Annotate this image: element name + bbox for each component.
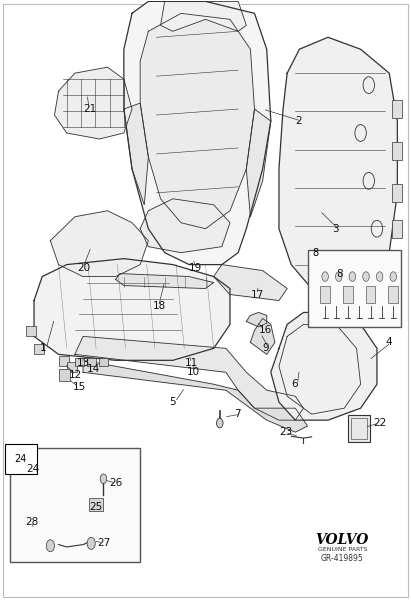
Polygon shape	[83, 361, 307, 432]
Text: 19: 19	[189, 263, 203, 273]
Polygon shape	[140, 199, 230, 252]
Polygon shape	[250, 319, 275, 355]
Text: 8: 8	[336, 269, 343, 279]
Bar	[67, 362, 77, 372]
Bar	[58, 369, 70, 381]
Circle shape	[376, 272, 383, 281]
Text: 8: 8	[312, 248, 319, 258]
Bar	[366, 285, 376, 304]
Text: 23: 23	[279, 427, 292, 437]
Polygon shape	[140, 13, 254, 229]
Polygon shape	[246, 109, 271, 217]
Circle shape	[390, 272, 397, 281]
Text: GR-419895: GR-419895	[321, 554, 364, 563]
Text: GENUINE PARTS: GENUINE PARTS	[318, 548, 367, 552]
Bar	[392, 142, 402, 160]
Text: 17: 17	[250, 290, 263, 299]
Bar	[26, 326, 36, 337]
Bar	[392, 100, 402, 118]
Bar	[99, 358, 109, 366]
Text: 28: 28	[25, 517, 38, 527]
FancyBboxPatch shape	[307, 249, 402, 328]
Polygon shape	[75, 337, 303, 420]
Polygon shape	[161, 1, 246, 31]
Polygon shape	[18, 517, 108, 535]
Text: 20: 20	[77, 263, 90, 273]
Bar	[34, 344, 44, 355]
Circle shape	[363, 272, 369, 281]
Text: 1: 1	[40, 343, 47, 353]
Bar	[343, 285, 353, 304]
FancyBboxPatch shape	[9, 448, 140, 562]
Polygon shape	[124, 1, 271, 264]
Bar	[89, 498, 104, 511]
Text: 2: 2	[296, 116, 302, 126]
Bar	[58, 356, 69, 366]
Circle shape	[322, 272, 328, 281]
Bar	[392, 184, 402, 202]
Polygon shape	[124, 103, 148, 205]
Text: 14: 14	[87, 364, 100, 374]
Circle shape	[335, 272, 342, 281]
Text: 25: 25	[89, 502, 102, 512]
Polygon shape	[271, 313, 377, 420]
Text: 15: 15	[73, 382, 86, 392]
Text: 27: 27	[97, 538, 111, 548]
Circle shape	[46, 540, 55, 552]
Text: 11: 11	[185, 358, 199, 368]
Text: 24: 24	[27, 464, 40, 474]
Text: 18: 18	[152, 302, 166, 311]
Polygon shape	[51, 211, 148, 276]
Text: 10: 10	[187, 367, 200, 377]
Circle shape	[100, 474, 107, 484]
Text: 4: 4	[385, 337, 392, 347]
Polygon shape	[34, 258, 230, 361]
Text: 3: 3	[332, 224, 339, 234]
Polygon shape	[55, 67, 132, 139]
Polygon shape	[18, 477, 112, 519]
Text: 7: 7	[234, 409, 241, 419]
Text: VOLVO: VOLVO	[316, 533, 369, 547]
Bar	[75, 358, 84, 366]
Circle shape	[217, 418, 223, 428]
Polygon shape	[246, 313, 267, 327]
Bar	[351, 418, 367, 439]
Text: 5: 5	[169, 397, 175, 407]
Bar	[87, 358, 96, 366]
Bar	[392, 220, 402, 237]
Polygon shape	[115, 273, 214, 288]
Circle shape	[87, 537, 95, 549]
Polygon shape	[313, 264, 323, 285]
Circle shape	[349, 272, 356, 281]
Text: 21: 21	[83, 104, 96, 114]
Text: 26: 26	[110, 478, 123, 488]
Text: 24: 24	[14, 454, 27, 464]
Polygon shape	[279, 37, 397, 300]
Polygon shape	[214, 264, 287, 300]
Bar	[320, 285, 330, 304]
Text: 16: 16	[259, 325, 272, 335]
Bar	[388, 285, 398, 304]
Text: 22: 22	[373, 418, 386, 428]
FancyBboxPatch shape	[349, 415, 369, 442]
Text: 13: 13	[77, 358, 90, 368]
Text: 9: 9	[263, 343, 269, 353]
Text: 12: 12	[69, 370, 82, 380]
Text: 6: 6	[291, 379, 298, 389]
